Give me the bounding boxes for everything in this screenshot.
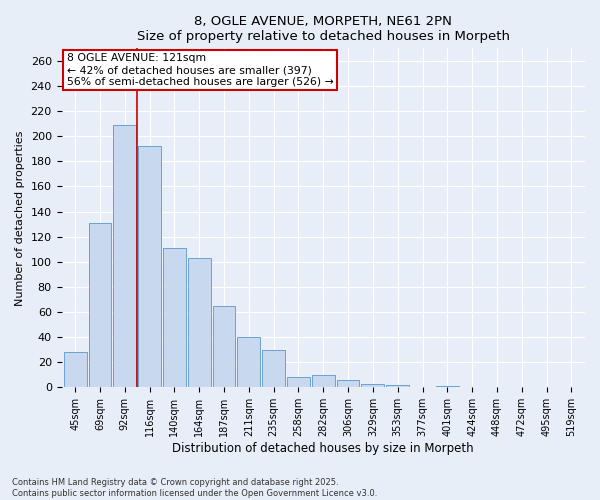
Bar [262,350,285,388]
Bar [238,337,260,388]
Text: 8 OGLE AVENUE: 121sqm
← 42% of detached houses are smaller (397)
56% of semi-det: 8 OGLE AVENUE: 121sqm ← 42% of detached … [67,54,334,86]
Y-axis label: Number of detached properties: Number of detached properties [15,130,25,306]
Bar [138,146,161,388]
Bar [361,384,384,388]
Bar [386,385,409,388]
Bar [89,223,112,388]
Bar [312,375,335,388]
Title: 8, OGLE AVENUE, MORPETH, NE61 2PN
Size of property relative to detached houses i: 8, OGLE AVENUE, MORPETH, NE61 2PN Size o… [137,15,510,43]
Text: Contains HM Land Registry data © Crown copyright and database right 2025.
Contai: Contains HM Land Registry data © Crown c… [12,478,377,498]
X-axis label: Distribution of detached houses by size in Morpeth: Distribution of detached houses by size … [172,442,474,455]
Bar [64,352,86,388]
Bar [287,378,310,388]
Bar [436,386,459,388]
Bar [212,306,235,388]
Bar [163,248,186,388]
Bar [113,125,136,388]
Bar [337,380,359,388]
Bar [188,258,211,388]
